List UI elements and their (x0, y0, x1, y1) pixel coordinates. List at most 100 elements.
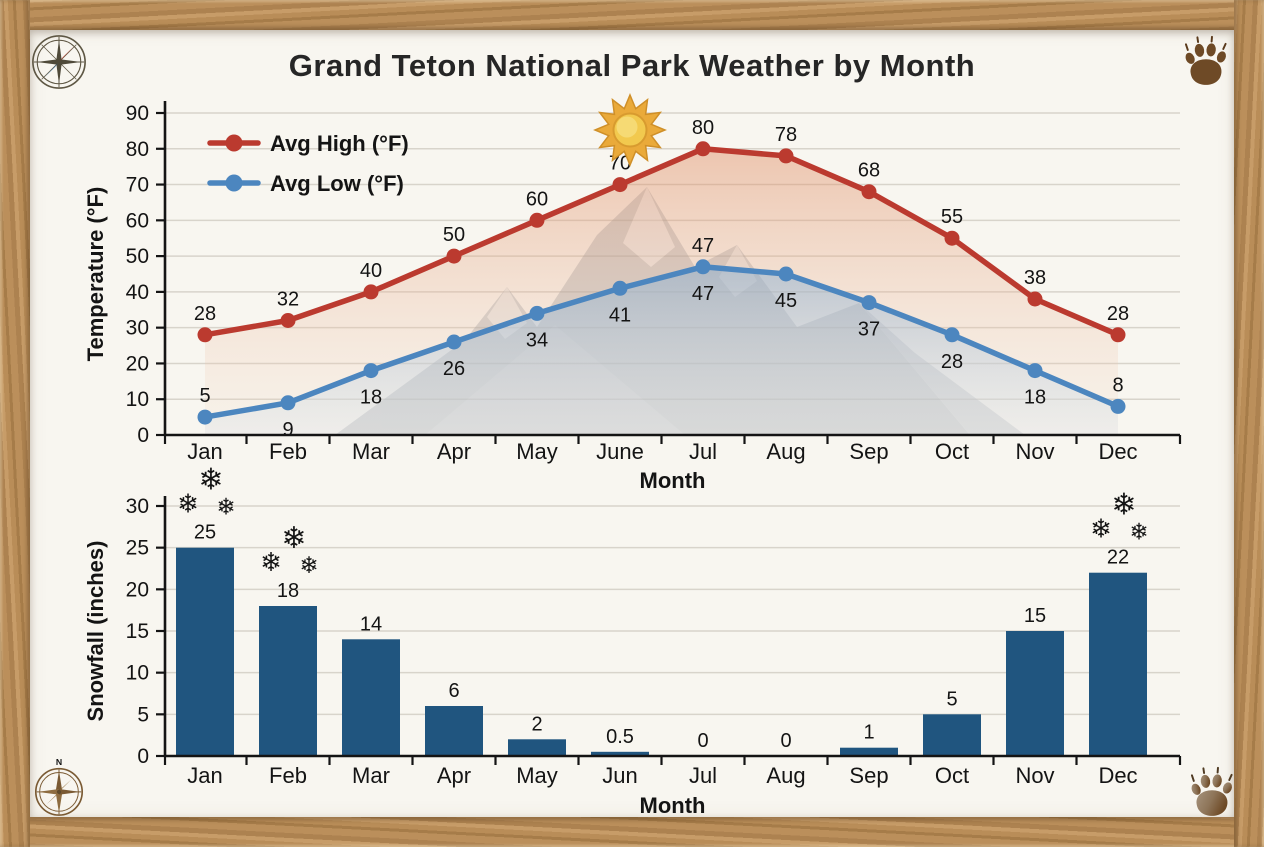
x-tick-label: Sep (849, 763, 888, 788)
data-label: 45 (775, 290, 797, 312)
data-label: 78 (775, 124, 797, 146)
marker (861, 295, 877, 311)
marker (446, 248, 462, 264)
marker (1027, 291, 1043, 307)
snowflake-icon: ❄ (260, 547, 282, 577)
bar (923, 714, 981, 756)
bar (342, 639, 400, 756)
wood-frame-left (0, 0, 30, 847)
y-tick-label: 70 (126, 174, 149, 197)
bar-label: 25 (194, 522, 216, 544)
x-tick-label: Dec (1098, 763, 1137, 788)
bear-paw-icon (1178, 35, 1234, 91)
marker (778, 148, 794, 164)
bar (176, 547, 234, 756)
bar (1006, 631, 1064, 756)
sun-icon (593, 93, 667, 167)
legend-label: Avg Low (°F) (270, 171, 404, 196)
snowflake-icon: ❄ (299, 552, 318, 578)
y-tick-label: 80 (126, 138, 149, 161)
x-axis-title: Month (640, 468, 706, 493)
data-label: 37 (858, 319, 880, 341)
legend-marker (225, 174, 243, 192)
marker (1027, 363, 1043, 379)
data-label: 5 (199, 385, 210, 407)
x-ticks (163, 435, 1182, 444)
data-label: 47 (692, 283, 714, 305)
avg-low-area (205, 266, 1118, 435)
x-tick-label: Jul (689, 439, 717, 464)
y-tick-label: 90 (126, 102, 149, 125)
y-tick-label: 10 (126, 662, 149, 685)
y-tick-label: 50 (126, 245, 149, 268)
y-tick-label: 20 (126, 578, 149, 601)
data-label: 38 (1024, 267, 1046, 289)
bar-label: 5 (946, 688, 957, 710)
snowflake-icon: ❄ (1090, 514, 1112, 544)
marker (363, 284, 379, 300)
x-tick-label: May (516, 763, 558, 788)
x-ticks (163, 756, 1182, 765)
wood-frame-top (0, 0, 1264, 30)
marker (612, 280, 628, 296)
snowflake-icon: ❄ (1129, 519, 1148, 545)
x-tick-label: Jun (602, 763, 637, 788)
x-tick-label: May (516, 439, 558, 464)
bar-label: 22 (1107, 547, 1129, 569)
data-label: 9 (282, 419, 293, 441)
bar (425, 706, 483, 756)
marker (280, 395, 296, 411)
bar-label: 0.5 (606, 726, 634, 748)
y-tick-label: 40 (126, 281, 149, 304)
y-tick-label: 0 (137, 745, 149, 768)
marker (1110, 327, 1126, 343)
compass-rose-n-icon: N (30, 756, 88, 820)
bar (840, 747, 898, 756)
wood-frame-right (1234, 0, 1264, 847)
svg-text:N: N (56, 757, 62, 767)
marker (1110, 398, 1126, 414)
bar (591, 751, 649, 756)
data-label: 28 (1107, 303, 1129, 325)
x-tick-label: Oct (935, 439, 969, 464)
bar-label: 15 (1024, 605, 1046, 627)
data-label: 32 (277, 289, 299, 311)
x-tick-label: Jan (187, 439, 222, 464)
bar-label: 2 (531, 713, 542, 735)
bar (1089, 572, 1147, 756)
x-tick-label: Sep (849, 439, 888, 464)
bar-label: 18 (277, 580, 299, 602)
series-line (202, 146, 1121, 338)
data-label: 34 (526, 329, 548, 351)
legend: Avg High (°F) Avg Low (°F) (207, 131, 409, 196)
y-axis-title: Temperature (°F) (83, 187, 108, 362)
marker (280, 313, 296, 328)
bar-label: 6 (448, 680, 459, 702)
marker (363, 363, 379, 379)
compass-rose-icon (30, 33, 88, 91)
y-tick-label: 10 (126, 388, 149, 411)
snowflake-icon: ❄ (177, 489, 199, 519)
bear-paw-icon (1184, 766, 1240, 822)
x-tick-label: Nov (1015, 763, 1054, 788)
y-tick-label: 20 (126, 352, 149, 375)
x-tick-label: Nov (1015, 439, 1054, 464)
x-tick-label: Apr (437, 763, 471, 788)
legend-marker (225, 134, 243, 152)
legend-label: Avg High (°F) (270, 131, 409, 156)
snowflake-icons: ❄❄ ❄❄❄ ❄❄❄ ❄ (177, 464, 1149, 578)
y-axis-title: Snowfall (inches) (83, 541, 108, 722)
marker (197, 327, 213, 343)
marker (861, 184, 877, 200)
x-tick-label: June (596, 439, 644, 464)
data-label: 68 (858, 160, 880, 182)
y-tick-label: 15 (126, 620, 149, 643)
x-tick-label: Dec (1098, 439, 1137, 464)
x-axis-title: Month (640, 793, 706, 818)
bar (259, 606, 317, 756)
